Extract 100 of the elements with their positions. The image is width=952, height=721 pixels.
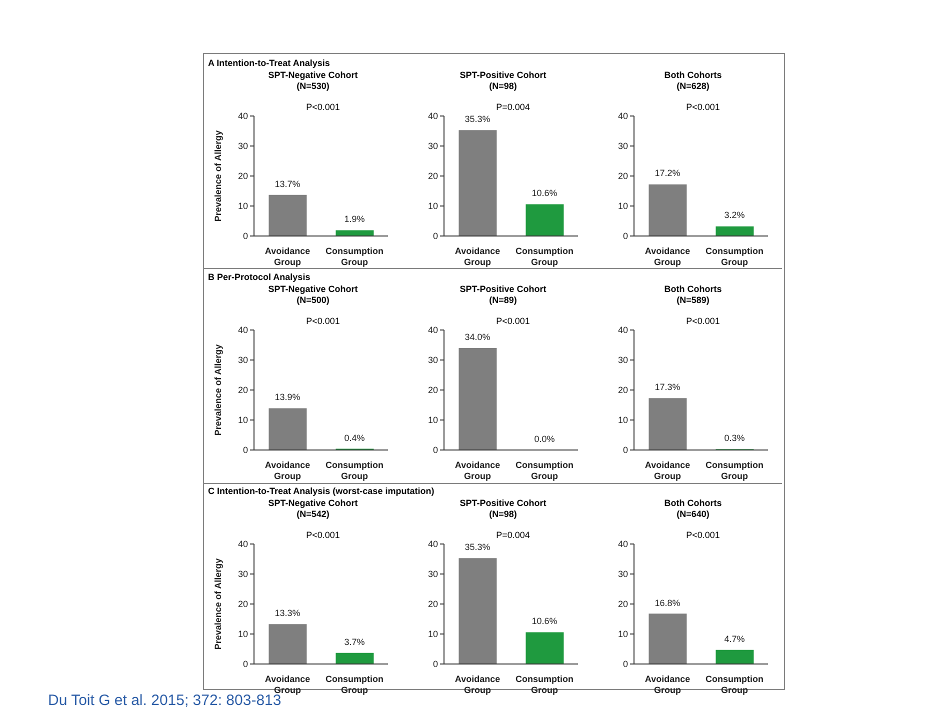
y-tick-label: 40 [428,111,438,122]
x-tick-label: Avoidance Group [264,674,310,695]
chart-subtitle: SPT-Negative Cohort (N=530) [267,70,359,92]
y-tick-label: 10 [618,201,628,212]
chart-title: B Per-Protocol Analysis [208,272,310,282]
y-tick-label: 10 [618,415,628,426]
chart-subtitle: Both Cohorts (N=589) [663,284,723,306]
data-label: 35.3% [464,542,492,552]
x-tick-label: Avoidance Group [644,246,690,267]
x-tick-label: Avoidance Group [454,246,500,267]
y-tick-label: 20 [428,171,438,182]
y-tick-label: 40 [238,539,248,550]
y-tick-label: 10 [428,629,438,640]
y-tick-label: 10 [428,201,438,212]
text: P<0.001 [685,102,721,112]
y-tick-label: 0 [432,659,438,670]
x-tick-label: Avoidance Group [644,674,690,695]
text: P<0.001 [685,530,721,540]
y-tick-label: 30 [428,141,438,152]
chart-title: C Intention-to-Treat Analysis (worst-case imputation) [208,486,434,496]
x-tick-label: Consumption Group [706,460,764,481]
y-tick-label: 0 [622,231,628,242]
data-label: 3.7% [343,636,366,647]
data-label: 1.9% [343,214,366,224]
y-tick-label: 0 [622,445,628,456]
text: P<0.001 [685,316,721,326]
x-tick-label: Avoidance Group [264,246,310,267]
chart-title: A Intention-to-Treat Analysis [208,58,330,68]
y-tick-label: 40 [618,539,628,550]
data-label: 13.7% [274,178,302,189]
y-tick-label: 40 [618,111,628,122]
y-tick-label: 30 [238,355,248,366]
y-tick-label: 10 [238,415,248,426]
y-tick-label: 10 [618,629,628,640]
chart-subtitle: SPT-Negative Cohort (N=542) [267,498,359,520]
data-label: 3.2% [723,210,746,220]
y-tick-label: 40 [618,325,628,336]
data-label: 4.7% [723,634,746,644]
y-tick-label: 30 [238,141,248,152]
x-tick-label: Avoidance Group [454,460,500,481]
chart-subtitle: Both Cohorts (N=628) [663,70,723,92]
y-tick-label: 30 [428,569,438,580]
chart-subtitle: SPT-Positive Cohort (N=98) [458,498,548,520]
data-label: 0.3% [723,433,746,444]
x-tick-label: Consumption Group [706,246,764,267]
y-tick-label: 30 [618,355,628,366]
y-axis-title: Prevalence of Allergy [213,130,224,222]
y-tick-label: 20 [428,385,438,396]
text: P=0.004 [495,102,531,112]
y-tick-label: 0 [242,659,248,670]
chart-subtitle: Both Cohorts (N=640) [663,498,723,520]
data-label: 0.4% [343,432,366,443]
chart-subtitle: SPT-Positive Cohort (N=89) [458,284,548,306]
y-tick-label: 0 [432,445,438,456]
data-label: 10.6% [530,188,558,198]
x-tick-label: Consumption Group [326,460,384,481]
data-label: 16.8% [654,598,682,608]
data-label: 35.3% [464,114,492,124]
y-tick-label: 0 [242,445,248,456]
y-tick-label: 20 [618,385,628,396]
y-tick-label: 0 [242,231,248,242]
y-tick-label: 20 [618,171,628,182]
x-tick-label: Avoidance Group [454,674,500,695]
data-label: 13.3% [274,608,302,618]
x-tick-label: Consumption Group [516,460,574,481]
y-tick-label: 30 [238,569,248,580]
x-tick-label: Consumption Group [706,674,764,695]
y-tick-label: 20 [238,599,248,610]
x-tick-label: Consumption Group [516,674,574,695]
y-tick-label: 30 [618,141,628,152]
y-tick-label: 20 [618,599,628,610]
text: P<0.001 [305,316,341,326]
chart-subtitle: SPT-Negative Cohort (N=500) [267,284,359,306]
data-label: 0.0% [533,434,556,444]
data-label: 17.3% [654,382,682,392]
x-tick-label: Consumption Group [326,674,384,695]
y-tick-label: 20 [428,599,438,610]
y-tick-label: 40 [238,111,248,122]
data-label: 17.2% [654,168,682,178]
text: Du Toit G et al. 2015; 372: 803-813 [48,692,282,709]
y-tick-label: 40 [428,325,438,336]
text: P<0.001 [305,102,341,112]
y-tick-label: 20 [238,171,248,182]
y-tick-label: 0 [622,659,628,670]
text: P=0.004 [495,530,531,540]
y-axis-title: Prevalence of Allergy [213,344,224,436]
data-label: 34.0% [464,332,492,342]
x-tick-label: Avoidance Group [264,460,310,481]
chart-subtitle: SPT-Positive Cohort (N=98) [458,70,548,92]
y-tick-label: 40 [238,325,248,336]
y-tick-label: 10 [238,201,248,212]
y-tick-label: 30 [618,569,628,580]
x-tick-label: Consumption Group [516,246,574,267]
y-axis-title: Prevalence of Allergy [213,558,224,650]
text: P<0.001 [495,316,531,326]
x-tick-label: Consumption Group [326,246,384,267]
y-tick-label: 10 [428,415,438,426]
y-tick-label: 10 [238,629,248,640]
y-tick-label: 0 [432,231,438,242]
data-label: 10.6% [530,616,558,626]
